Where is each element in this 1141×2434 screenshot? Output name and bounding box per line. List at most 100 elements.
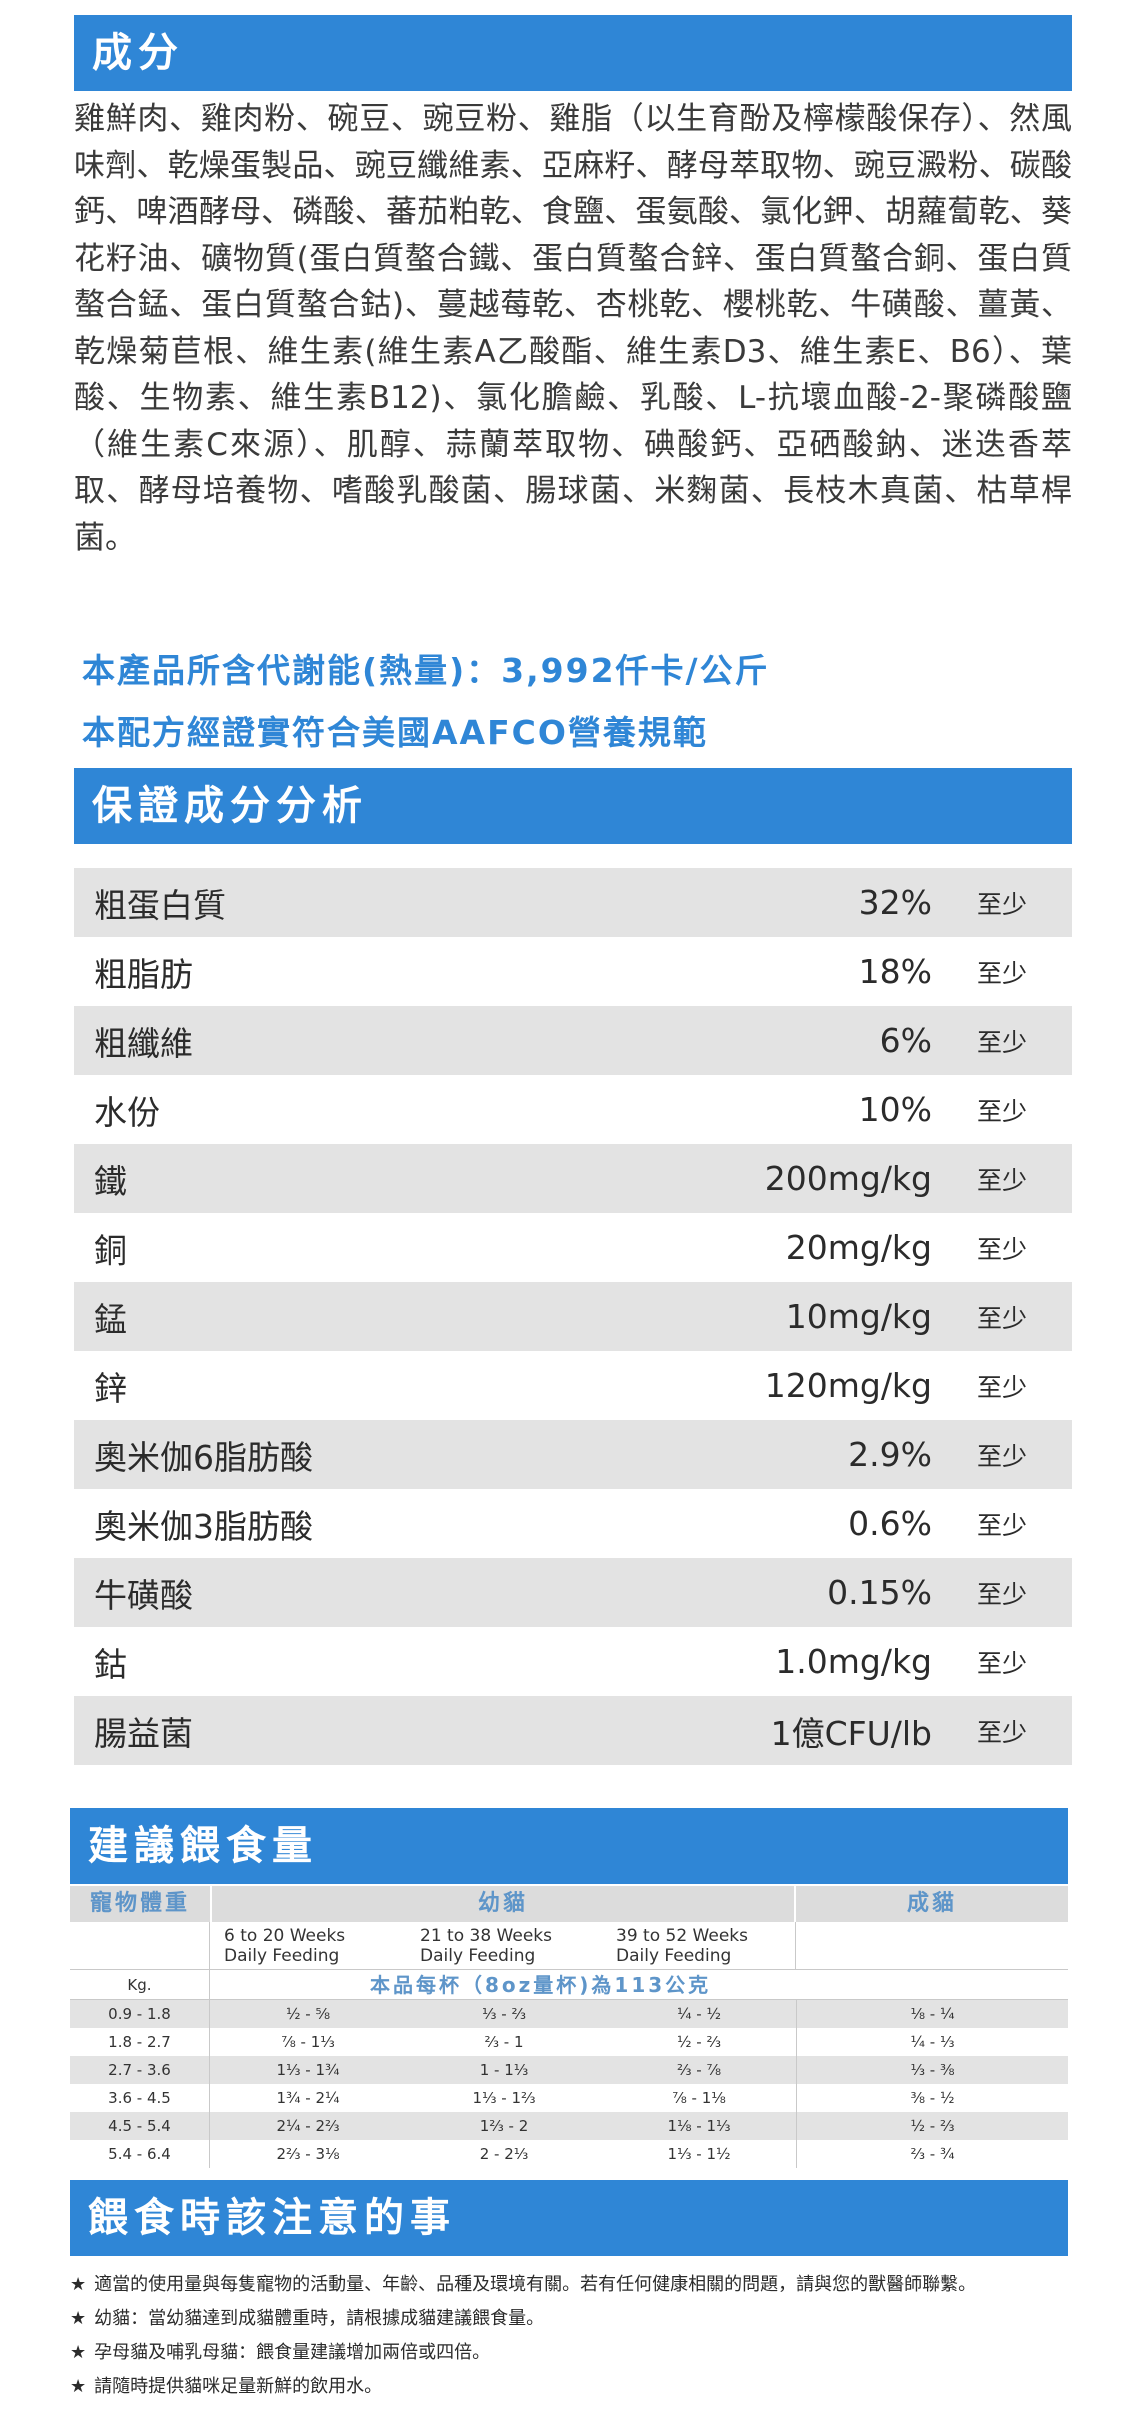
analysis-row: 腸益菌 1億CFU/lb 至少 [74, 1696, 1072, 1765]
cup-note: 本品每杯（8oz量杯)為113公克 [210, 1970, 1068, 2000]
minimum-label: 至少 [932, 1144, 1072, 1213]
minimum-label: 至少 [932, 1558, 1072, 1627]
analysis-row: 鐵 200mg/kg 至少 [74, 1144, 1072, 1213]
nutrient-name: 銅 [94, 1230, 127, 1270]
star-icon: ★ [70, 2342, 87, 2363]
note-text: 孕母貓及哺乳母貓：餵食量建議增加兩倍或四倍。 [94, 2342, 491, 2363]
analysis-title: 保證成分分析 [92, 783, 368, 829]
energy-info: 本產品所含代謝能(熱量)：3,992仟卡/公斤 本配方經證實符合美國AAFCO營… [82, 640, 770, 764]
note-item: ★ 請隨時提供貓咪足量新鮮的飲用水。 [70, 2370, 1070, 2404]
kitten-amount: 2¼ - 2⅔ [210, 2112, 406, 2140]
nutrient-name: 奧米伽6脂肪酸 [74, 1420, 652, 1489]
nutrient-value: 20mg/kg [785, 1228, 932, 1267]
weight-range: 3.6 - 4.5 [70, 2084, 210, 2112]
nutrient-name: 奧米伽3脂肪酸 [94, 1506, 313, 1546]
minimum-label: 至少 [976, 1096, 1027, 1126]
kitten-amount: 1⅔ - 2 [406, 2112, 602, 2140]
kitten-amount: 1⅓ - 1½ [667, 2145, 731, 2163]
kitten-column-header: 幼貓 [210, 1886, 796, 1922]
nutrient-value: 1億CFU/lb [652, 1696, 932, 1765]
adult-amount: ⅓ - ⅜ [796, 2056, 1068, 2084]
kitten-amount: 1¾ - 2¼ [276, 2089, 340, 2107]
nutrient-name: 鐵 [74, 1144, 652, 1213]
kitten-amount: 1⅓ - 1⅔ [472, 2089, 536, 2107]
kitten-period: 21 to 38 Weeks Daily Feeding [406, 1922, 602, 1970]
kitten-amount: ⅔ - ⅞ [602, 2056, 796, 2084]
analysis-row: 奧米伽3脂肪酸 0.6% 至少 [74, 1489, 1072, 1558]
feeding-row: 1.8 - 2.7 ⅞ - 1⅓ ⅔ - 1 ½ - ⅔ ¼ - ⅓ [70, 2028, 1068, 2056]
feeding-unit-row: Kg. 本品每杯（8oz量杯)為113公克 [70, 1970, 1068, 2000]
feeding-header: 建議餵食量 [70, 1808, 1068, 1884]
kitten-amount: 2⅔ - 3⅛ [276, 2145, 340, 2163]
nutrient-value: 6% [652, 1006, 932, 1075]
feeding-row: 3.6 - 4.5 1¾ - 2¼ 1⅓ - 1⅔ ⅞ - 1⅛ ⅜ - ½ [70, 2084, 1068, 2112]
minimum-label: 至少 [932, 1282, 1072, 1351]
notes-title: 餵食時該注意的事 [88, 2195, 456, 2241]
note-item: ★ 孕母貓及哺乳母貓：餵食量建議增加兩倍或四倍。 [70, 2336, 1070, 2370]
weight-range: 4.5 - 5.4 [70, 2112, 210, 2140]
nutrient-name: 水份 [94, 1092, 160, 1132]
adult-amount: ⅔ - ¾ [796, 2140, 1068, 2168]
analysis-row: 銅 20mg/kg 至少 [74, 1213, 1072, 1282]
kitten-amount: 1⅓ - 1¾ [210, 2056, 406, 2084]
adult-amount: ⅛ - ¼ [796, 2000, 1068, 2028]
analysis-header: 保證成分分析 [74, 768, 1072, 844]
minimum-label: 至少 [976, 1648, 1027, 1678]
kitten-amount: 2 - 2⅓ [479, 2145, 529, 2163]
feeding-table: 寵物體重 幼貓 成貓 6 to 20 Weeks Daily Feeding 2… [70, 1886, 1068, 2168]
minimum-label: 至少 [976, 1234, 1027, 1264]
kitten-amount: ⅔ - 1 [484, 2033, 524, 2051]
nutrient-value: 200mg/kg [652, 1144, 932, 1213]
weight-column-header: 寵物體重 [70, 1886, 210, 1922]
kitten-amount: ½ - ⅝ [210, 2000, 406, 2028]
analysis-row: 牛磺酸 0.15% 至少 [74, 1558, 1072, 1627]
note-text: 幼貓：當幼貓達到成貓體重時，請根據成貓建議餵食量。 [94, 2308, 545, 2329]
nutrient-value: 18% [858, 952, 932, 991]
ingredients-text: 雞鮮肉、雞肉粉、碗豆、豌豆粉、雞脂（以生育酚及檸檬酸保存）、然風味劑、乾燥蛋製品… [74, 101, 1072, 556]
feeding-row: 4.5 - 5.4 2¼ - 2⅔ 1⅔ - 2 1⅛ - 1⅓ ½ - ⅔ [70, 2112, 1068, 2140]
nutrient-name: 粗蛋白質 [74, 868, 652, 937]
nutrient-name: 粗脂肪 [94, 954, 193, 994]
kitten-amount: ¼ - ½ [602, 2000, 796, 2028]
nutrient-value: 2.9% [652, 1420, 932, 1489]
star-icon: ★ [70, 2376, 87, 2397]
nutrient-value: 0.15% [652, 1558, 932, 1627]
kitten-amount: 1⅛ - 1⅓ [602, 2112, 796, 2140]
minimum-label: 至少 [976, 1510, 1027, 1540]
adult-amount: ½ - ⅔ [796, 2112, 1068, 2140]
star-icon: ★ [70, 2274, 87, 2295]
nutrient-value: 32% [652, 868, 932, 937]
weight-range: 1.8 - 2.7 [70, 2028, 210, 2056]
weight-range: 5.4 - 6.4 [70, 2140, 210, 2168]
nutrient-name: 錳 [74, 1282, 652, 1351]
note-text: 請隨時提供貓咪足量新鮮的飲用水。 [94, 2376, 383, 2397]
feeding-period-row: 6 to 20 Weeks Daily Feeding 21 to 38 Wee… [70, 1922, 1068, 1970]
nutrient-name: 腸益菌 [74, 1696, 652, 1765]
nutrient-value: 120mg/kg [764, 1366, 932, 1405]
feeding-title: 建議餵食量 [88, 1823, 318, 1869]
analysis-row: 鋅 120mg/kg 至少 [74, 1351, 1072, 1420]
minimum-label: 至少 [976, 1372, 1027, 1402]
minimum-label: 至少 [932, 1696, 1072, 1765]
notes-list: ★ 適當的使用量與每隻寵物的活動量、年齡、品種及環境有關。若有任何健康相關的問題，… [70, 2268, 1070, 2404]
kitten-amount: ⅞ - 1⅛ [672, 2089, 726, 2107]
nutrient-value: 10% [858, 1090, 932, 1129]
minimum-label: 至少 [932, 1420, 1072, 1489]
aafco-line: 本配方經證實符合美國AAFCO營養規範 [82, 713, 708, 752]
kitten-amount: ⅓ - ⅔ [406, 2000, 602, 2028]
adult-amount: ⅜ - ½ [796, 2084, 1068, 2112]
nutrient-name: 粗纖維 [74, 1006, 652, 1075]
notes-header: 餵食時該注意的事 [70, 2180, 1068, 2256]
note-text: 適當的使用量與每隻寵物的活動量、年齡、品種及環境有關。若有任何健康相關的問題，請… [94, 2274, 977, 2295]
kitten-amount: ⅞ - 1⅓ [281, 2033, 335, 2051]
nutrient-value: 10mg/kg [652, 1282, 932, 1351]
note-item: ★ 適當的使用量與每隻寵物的活動量、年齡、品種及環境有關。若有任何健康相關的問題，… [70, 2268, 1070, 2302]
nutrient-value: 1.0mg/kg [775, 1642, 932, 1681]
analysis-row: 錳 10mg/kg 至少 [74, 1282, 1072, 1351]
ingredients-title: 成分 [92, 30, 184, 76]
adult-column-header: 成貓 [796, 1886, 1068, 1922]
nutrient-name: 鈷 [94, 1644, 127, 1684]
nutrient-value: 0.6% [848, 1504, 932, 1543]
